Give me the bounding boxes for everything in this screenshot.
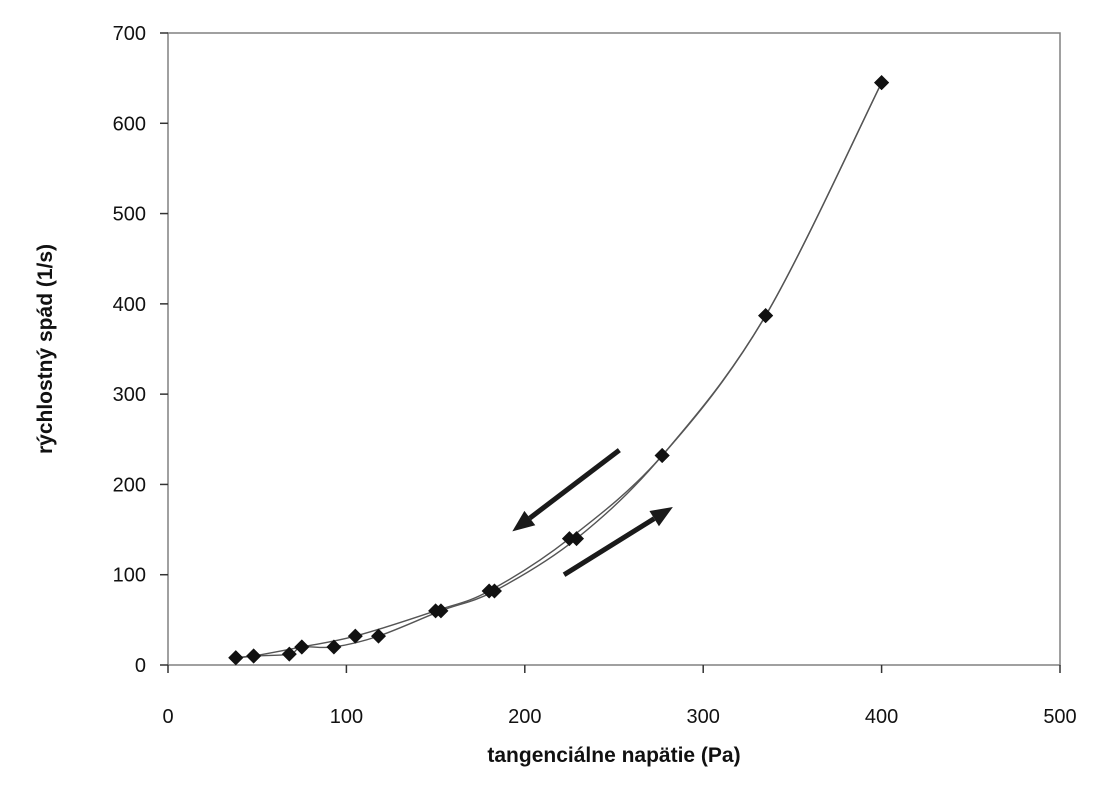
y-tick-label: 700 bbox=[113, 23, 146, 45]
y-axis-title: rýchlostný spád (1/s) bbox=[34, 244, 57, 454]
data-point bbox=[428, 603, 444, 619]
data-point bbox=[326, 639, 342, 655]
data-point bbox=[294, 639, 310, 655]
data-point bbox=[481, 583, 497, 599]
data-point bbox=[654, 448, 670, 464]
data-point bbox=[758, 308, 774, 324]
data-point bbox=[228, 650, 244, 666]
data-point bbox=[281, 646, 297, 662]
x-tick-label: 0 bbox=[162, 706, 173, 728]
data-point bbox=[561, 531, 577, 547]
y-tick-label: 400 bbox=[113, 294, 146, 316]
y-tick-label: 500 bbox=[113, 204, 146, 226]
y-tick-label: 200 bbox=[113, 474, 146, 496]
arrow-down-left-icon bbox=[512, 448, 621, 532]
x-tick-label: 100 bbox=[330, 706, 363, 728]
data-point bbox=[347, 628, 363, 644]
annotations bbox=[512, 448, 673, 577]
data-point bbox=[874, 75, 890, 91]
x-tick-label: 200 bbox=[508, 706, 541, 728]
y-tick-label: 600 bbox=[113, 113, 146, 135]
arrow-up-right-icon bbox=[562, 507, 673, 577]
y-axis: 0 100 200 300 400 500 600 700 bbox=[113, 23, 168, 677]
x-tick-label: 400 bbox=[865, 706, 898, 728]
data-point bbox=[246, 648, 262, 664]
x-tick-label: 300 bbox=[687, 706, 720, 728]
y-tick-label: 0 bbox=[135, 655, 146, 677]
y-tick-label: 100 bbox=[113, 565, 146, 587]
plot-area bbox=[167, 32, 1061, 666]
x-axis-title: tangenciálne napätie (Pa) bbox=[487, 744, 740, 767]
x-tick-label: 500 bbox=[1043, 706, 1076, 728]
x-axis: 0 100 200 300 400 500 bbox=[162, 665, 1077, 728]
data-point bbox=[371, 628, 387, 644]
y-tick-label: 300 bbox=[113, 384, 146, 406]
data-markers bbox=[228, 75, 890, 666]
